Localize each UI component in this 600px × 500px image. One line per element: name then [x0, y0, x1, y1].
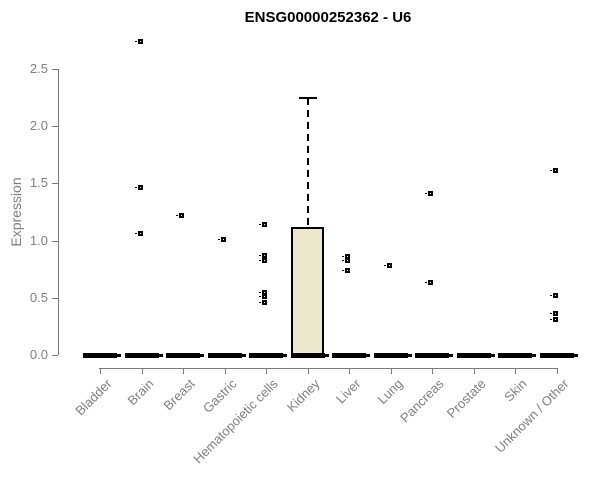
- zero-median-bar: [457, 353, 495, 358]
- y-tick-label: 2.5: [29, 61, 48, 76]
- zero-median-bar: [540, 353, 578, 358]
- upper-whisker-cap: [299, 97, 317, 99]
- x-tick-mark: [225, 368, 226, 374]
- outlier-marker: [550, 311, 558, 316]
- x-tick-mark: [474, 368, 475, 374]
- x-tick-mark: [391, 368, 392, 374]
- outlier-marker: [550, 168, 558, 173]
- outlier-marker: [342, 268, 350, 273]
- chart-title: ENSG00000252362 - U6: [244, 9, 412, 26]
- zero-median-bar: [374, 353, 412, 358]
- y-tick-mark: [52, 298, 58, 299]
- outlier-marker: [135, 39, 143, 44]
- zero-median-bar: [498, 353, 536, 358]
- box-iqr: [291, 227, 324, 357]
- y-tick-mark: [52, 355, 58, 356]
- x-tick-mark: [183, 368, 184, 374]
- outlier-marker: [218, 237, 226, 242]
- zero-median-bar: [83, 353, 121, 358]
- y-tick-mark: [52, 126, 58, 127]
- x-tick-mark: [557, 368, 558, 374]
- x-tick-mark: [308, 368, 309, 374]
- y-tick-mark: [52, 183, 58, 184]
- x-tick-mark: [142, 368, 143, 374]
- outlier-marker: [135, 231, 143, 236]
- y-tick-mark: [52, 241, 58, 242]
- outlier-marker: [425, 191, 433, 196]
- outlier-marker: [384, 263, 392, 268]
- zero-median-bar: [125, 353, 163, 358]
- y-tick-label: 0.5: [29, 290, 48, 305]
- zero-median-bar: [249, 353, 287, 358]
- y-tick-label: 0.0: [29, 347, 48, 362]
- outlier-marker: [342, 258, 350, 263]
- y-tick-label: 1.0: [29, 233, 48, 248]
- zero-median-bar: [415, 353, 453, 358]
- x-tick-mark: [266, 368, 267, 374]
- x-tick-mark: [432, 368, 433, 374]
- y-axis-line: [58, 69, 59, 355]
- outlier-marker: [259, 258, 267, 263]
- x-tick-mark: [515, 368, 516, 374]
- outlier-marker: [550, 317, 558, 322]
- y-tick-label: 1.5: [29, 175, 48, 190]
- y-tick-label: 2.0: [29, 118, 48, 133]
- outlier-marker: [342, 254, 350, 259]
- outlier-marker: [259, 253, 267, 258]
- x-axis-line: [99, 368, 557, 369]
- y-tick-mark: [52, 69, 58, 70]
- zero-median-bar: [332, 353, 370, 358]
- x-tick-mark: [100, 368, 101, 374]
- zero-median-bar: [166, 353, 204, 358]
- outlier-marker: [259, 294, 267, 299]
- zero-median-bar: [208, 353, 246, 358]
- outlier-marker: [425, 280, 433, 285]
- outlier-marker: [176, 213, 184, 218]
- outlier-marker: [259, 300, 267, 305]
- outlier-marker: [259, 290, 267, 295]
- outlier-marker: [259, 222, 267, 227]
- outlier-marker: [135, 185, 143, 190]
- outlier-marker: [550, 293, 558, 298]
- x-tick-mark: [349, 368, 350, 374]
- upper-whisker: [307, 98, 309, 227]
- zero-median-bar: [291, 353, 329, 358]
